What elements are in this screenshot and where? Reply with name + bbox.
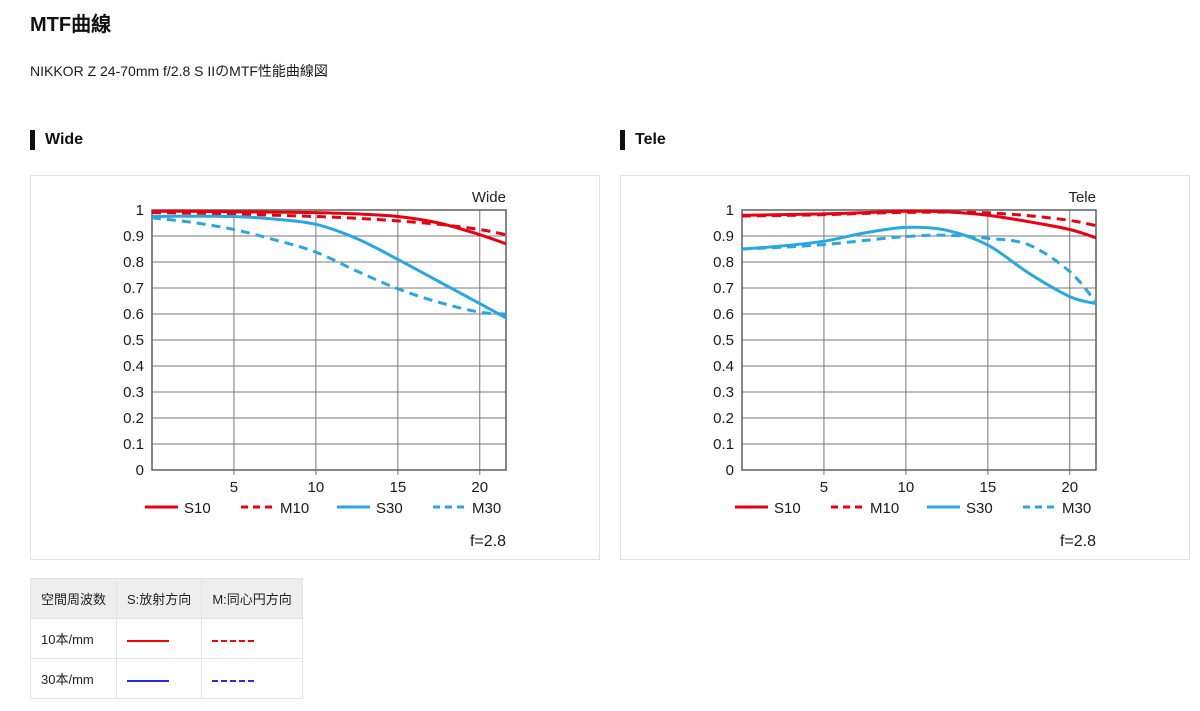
section-heading-wide: Wide: [30, 130, 83, 150]
y-tick-label: 0.5: [713, 332, 734, 349]
aperture-label: f=2.8: [470, 533, 506, 550]
table-cell-frequency: 10本/mm: [29, 618, 118, 659]
chart-panel-tele: 0 0.1 0.2 0.3 0.4 0.5 0.6 0.7 0.8 0.9 1 5 10 15 20 Tele…: [620, 175, 1190, 560]
x-tick-label: 15: [389, 479, 406, 496]
section-heading-label: Wide: [45, 131, 84, 148]
table-cell-s-sample: [116, 618, 203, 659]
chart-inner-title: Tele: [1068, 189, 1096, 206]
y-tick-label: 0.7: [713, 280, 734, 297]
legend-label-m30: M30: [472, 500, 501, 517]
mtf-chart-wide: 00.10.20.30.40.50.60.70.80.915 10 15 20Wide…: [123, 189, 507, 550]
y-tick-label: 0.6: [713, 306, 734, 323]
section-heading-tele: Tele: [620, 130, 666, 150]
mtf-chart-tele: 00.10.20.30.40.50.60.70.80.915 10 15 20Tele…: [713, 189, 1098, 550]
heading-bar-icon: [30, 130, 35, 150]
curve-m10: [151, 211, 507, 237]
curve-s30: [151, 214, 507, 320]
x-tick-label: 20: [471, 479, 488, 496]
chart-inner-title: Wide: [472, 189, 506, 206]
curve-m10: [741, 210, 1097, 228]
x-tick-label: 5: [230, 479, 238, 496]
y-tick-label: 0.9: [713, 228, 734, 245]
heading-bar-icon: [620, 130, 625, 150]
page-subtitle: NIKKOR Z 24-70mm f/2.8 S IIのMTF性能曲線図: [30, 63, 328, 79]
legend-label-s30: S30: [376, 500, 403, 517]
aperture-label: f=2.8: [1060, 533, 1096, 550]
y-tick-label: 1: [136, 202, 144, 219]
legend-label-m30: M30: [1062, 500, 1091, 517]
table-cell-m-sample: [201, 658, 303, 699]
y-tick-label: 0: [136, 462, 144, 479]
table-row-10lines: 10本/mm: [29, 618, 303, 659]
table-header-meridional: M:同心円方向: [201, 578, 303, 619]
y-tick-label: 0.4: [123, 358, 144, 375]
y-tick-label: 0.6: [123, 306, 144, 323]
y-tick-label: 0.1: [713, 436, 734, 453]
table-cell-m-sample: [201, 618, 303, 659]
x-tick-label: 10: [308, 479, 325, 496]
x-tick-label: 10: [898, 479, 915, 496]
y-tick-label: 0.9: [123, 228, 144, 245]
y-tick-label: 0.3: [713, 384, 734, 401]
legend-label-s30: S30: [966, 500, 993, 517]
table-row-30lines: 30本/mm: [29, 658, 303, 699]
y-tick-label: 0: [726, 462, 734, 479]
legend-label-s10: S10: [774, 500, 801, 517]
section-heading-label: Tele: [635, 131, 666, 148]
y-tick-label: 0.1: [123, 436, 144, 453]
x-tick-label: 5: [820, 479, 828, 496]
y-tick-label: 0.8: [123, 254, 144, 271]
table-cell-frequency: 30本/mm: [29, 658, 118, 699]
y-tick-label: 0.7: [123, 280, 144, 297]
page-title: MTF曲線: [30, 14, 112, 36]
legend-label-s10: S10: [184, 500, 211, 517]
chart-panel-wide: 0 0.1 0.2 0.3 0.4 0.5 0.6 0.7 0.8 0.9 1 5 10 15 20 Wide…: [30, 175, 600, 560]
y-tick-label: 1: [726, 202, 734, 219]
x-tick-label: 20: [1061, 479, 1078, 496]
curve-m30: [151, 216, 507, 316]
curve-m30: [741, 233, 1098, 304]
blue-dashed-line-icon: [212, 672, 255, 687]
legend-label-m10: M10: [280, 500, 309, 517]
curve-s30: [741, 225, 1097, 306]
y-tick-label: 0.5: [123, 332, 144, 349]
red-solid-line-icon: [127, 632, 170, 647]
table-header-frequency: 空間周波数: [29, 578, 118, 619]
table-header-sagittal: S:放射方向: [116, 578, 203, 619]
y-tick-label: 0.3: [123, 384, 144, 401]
red-dashed-line-icon: [212, 632, 255, 647]
table-header-row: 空間周波数 S:放射方向 M:同心円方向: [29, 578, 303, 619]
legend-table: 空間周波数 S:放射方向 M:同心円方向 10本/mm 30本/mm: [29, 578, 303, 699]
y-tick-label: 0.4: [713, 358, 734, 375]
y-tick-label: 0.2: [123, 410, 144, 427]
y-tick-label: 0.8: [713, 254, 734, 271]
y-tick-label: 0.2: [713, 410, 734, 427]
blue-solid-line-icon: [127, 672, 170, 687]
table-cell-s-sample: [116, 658, 203, 699]
plot-border: [151, 209, 507, 471]
legend-label-m10: M10: [870, 500, 899, 517]
curve-s10: [151, 209, 507, 246]
x-tick-label: 15: [979, 479, 996, 496]
